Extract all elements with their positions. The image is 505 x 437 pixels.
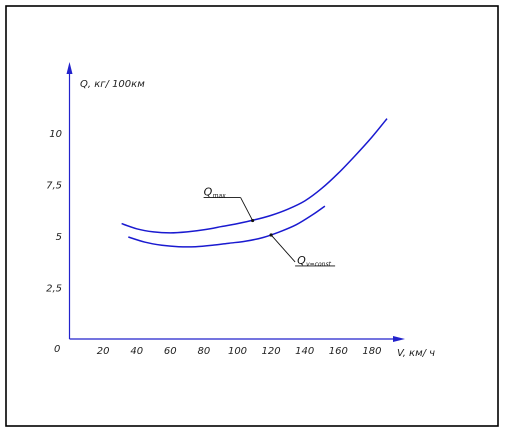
annotation-label: Q (297, 254, 306, 267)
y-tick-label: 2,5 (46, 284, 62, 295)
x-tick-label: 160 (329, 346, 348, 357)
series-line-v-const (128, 205, 326, 248)
annotation-subscript: v=const (306, 261, 331, 268)
origin-label: 0 (54, 344, 60, 355)
y-tick-label: 10 (49, 129, 62, 140)
x-axis-title: V, км/ ч (397, 348, 435, 359)
x-tick-labels: 20 40 60 80 100 120 140 160 180 (97, 346, 382, 357)
axes (66, 62, 405, 342)
x-tick-label: 180 (362, 346, 381, 357)
y-axis-arrow (66, 62, 73, 74)
annotation-anchor-dot (269, 233, 273, 237)
x-axis-arrow (393, 336, 405, 342)
x-tick-label: 140 (295, 346, 314, 357)
y-tick-label: 5 (56, 232, 62, 243)
y-tick-label: 7,5 (46, 181, 62, 192)
x-tick-label: 80 (198, 346, 211, 357)
x-tick-label: 40 (130, 346, 143, 357)
x-tick-label: 100 (228, 346, 247, 357)
chart-frame (5, 5, 499, 427)
series-line-max (121, 118, 388, 234)
annotation-anchor-dot (251, 218, 255, 223)
annotation-leader (270, 234, 296, 263)
annotation-label: Q (204, 186, 213, 199)
data-series (121, 118, 388, 248)
x-tick-label: 60 (164, 346, 177, 357)
x-tick-label: 120 (262, 346, 281, 357)
annotation-subscript: max (213, 193, 227, 200)
annotation-leader (240, 197, 254, 221)
y-axis-title: Q, кг/ 100км (80, 79, 145, 90)
x-tick-label: 20 (97, 346, 110, 357)
y-tick-labels: 2,5 5 7,5 10 (46, 129, 62, 295)
